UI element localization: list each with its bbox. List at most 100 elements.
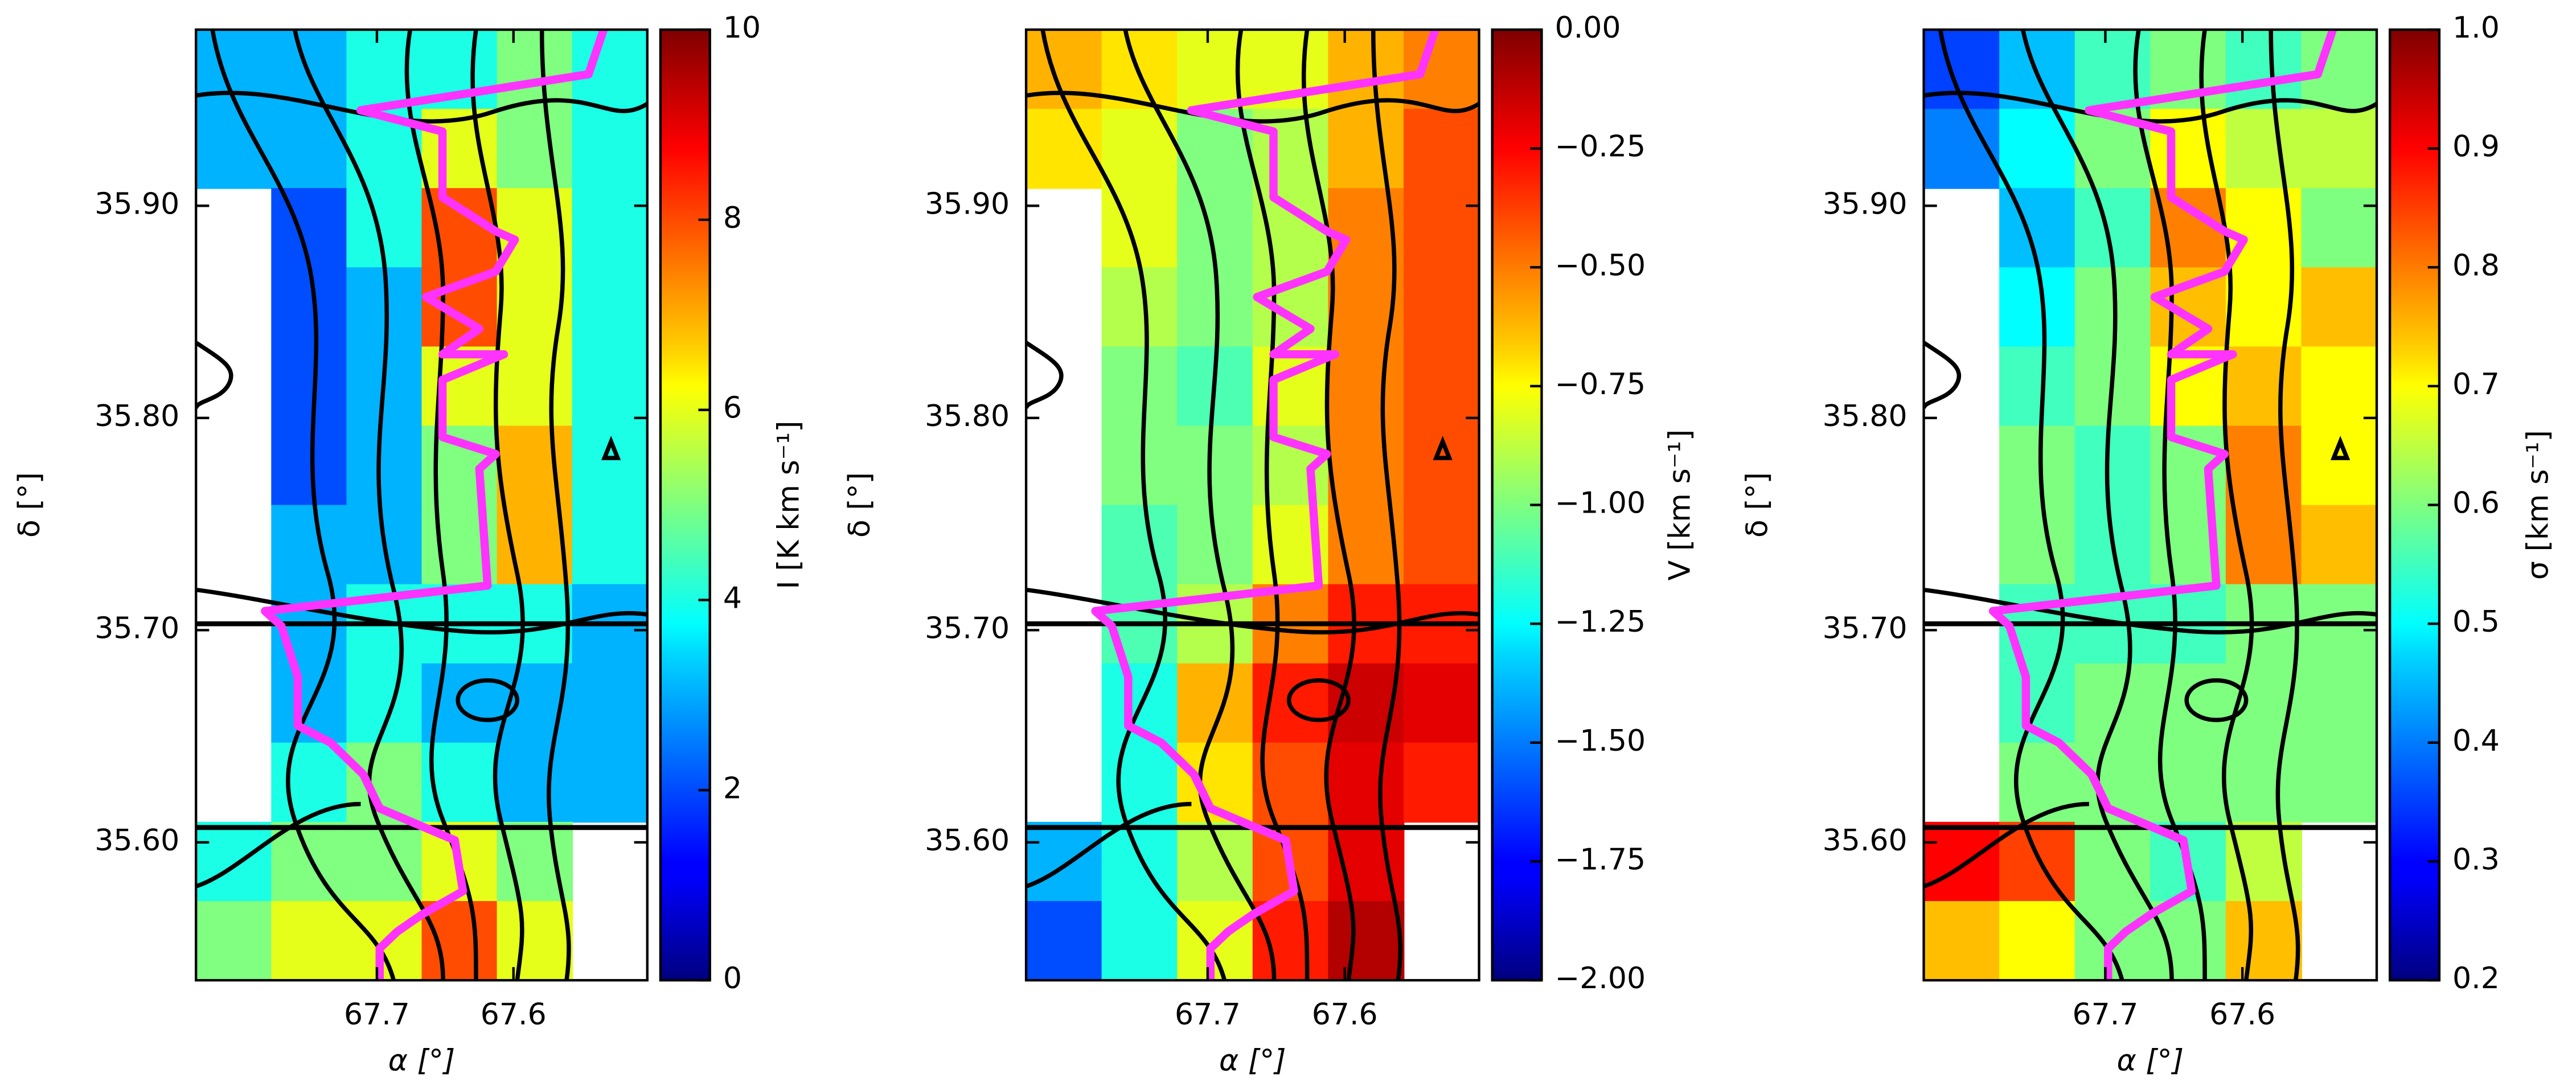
heatmap-cell bbox=[1026, 901, 1103, 981]
heatmap-cell bbox=[1999, 346, 2076, 427]
axes-frame bbox=[1922, 28, 2378, 982]
colorbar-tick-label: −1.25 bbox=[1555, 605, 1646, 639]
y-tick-label: 35.60 bbox=[925, 824, 1010, 858]
heatmap-cell bbox=[271, 821, 347, 902]
colorbar-tick-label: 2 bbox=[723, 771, 742, 805]
spine-line bbox=[261, 30, 608, 981]
heatmap-cell bbox=[1403, 30, 1479, 110]
heatmap-cell bbox=[2301, 109, 2377, 189]
colorbar-tick-label: −0.50 bbox=[1555, 248, 1646, 283]
heatmap-cell bbox=[2225, 346, 2302, 427]
heatmap-cell bbox=[1403, 267, 1479, 347]
y-tick-label: 35.90 bbox=[1823, 187, 1908, 221]
heatmap-cell bbox=[1403, 663, 1479, 744]
y-tick-label: 35.90 bbox=[95, 187, 179, 221]
heatmap-cell bbox=[1999, 267, 2076, 347]
colorbar-tick-label: 0.3 bbox=[2452, 842, 2500, 877]
y-tick-label: 35.60 bbox=[1823, 824, 1908, 858]
heatmap-cell bbox=[2225, 425, 2302, 506]
heatmap-cell bbox=[1403, 346, 1479, 427]
x-tick-label: 67.7 bbox=[344, 998, 410, 1032]
heatmap-cell bbox=[497, 742, 573, 823]
colorbar-tick-label: 1.0 bbox=[2452, 11, 2500, 45]
x-axis-label: α [°] bbox=[388, 1044, 456, 1078]
plot-area bbox=[1026, 30, 1479, 981]
x-tick-label: 67.6 bbox=[481, 998, 547, 1032]
heatmap-cell bbox=[271, 346, 347, 427]
colorbar-tick-label: 0.2 bbox=[2452, 961, 2500, 996]
heatmap-cell bbox=[1101, 267, 1178, 347]
heatmap-cell bbox=[1177, 425, 1254, 506]
heatmap-cell bbox=[2225, 109, 2302, 189]
heatmap-cell bbox=[1999, 742, 2076, 823]
heatmap-cell bbox=[271, 742, 347, 823]
heatmap-cell bbox=[346, 425, 423, 506]
heatmap-cell bbox=[1252, 901, 1329, 981]
colorbar-tick-label: 6 bbox=[723, 391, 742, 425]
heatmap-cell bbox=[1999, 425, 2076, 506]
heatmap-cell bbox=[2301, 267, 2377, 347]
plot-area bbox=[1923, 30, 2377, 981]
colorbar-tick-label: 10 bbox=[723, 11, 761, 45]
y-tick-label: 35.80 bbox=[925, 399, 1010, 433]
y-axis-label: δ [°] bbox=[13, 472, 47, 538]
heatmap-cell bbox=[271, 505, 347, 586]
heatmap-cell bbox=[1999, 109, 2076, 189]
heatmap-cell bbox=[1999, 901, 2076, 981]
heatmap-cell bbox=[1101, 425, 1178, 506]
axes-frame bbox=[1024, 28, 1480, 982]
heatmap-cell bbox=[572, 267, 647, 347]
colorbar-tick-label: 0.7 bbox=[2452, 367, 2500, 402]
heatmap-cell bbox=[2225, 742, 2302, 823]
colorbar-tick-label: 0.9 bbox=[2452, 130, 2500, 164]
colorbar-tick-label: 0.00 bbox=[1555, 11, 1621, 45]
heatmap-cell bbox=[2301, 346, 2377, 427]
heatmap-cell bbox=[572, 346, 647, 427]
heatmap-cell bbox=[1101, 346, 1178, 427]
colorbar-tick-label: 0.5 bbox=[2452, 605, 2500, 639]
heatmap-cell bbox=[572, 425, 647, 506]
heatmap-cell bbox=[572, 663, 647, 744]
heatmap-cell bbox=[2301, 663, 2377, 744]
heatmap-cell bbox=[1101, 742, 1178, 823]
heatmap-cell bbox=[572, 30, 647, 110]
heatmap-cell bbox=[1999, 188, 2076, 268]
heatmap-cell bbox=[572, 505, 647, 586]
x-tick-label: 67.6 bbox=[2209, 998, 2275, 1032]
heatmap-cell bbox=[1403, 742, 1479, 823]
heatmap-cell bbox=[497, 109, 573, 189]
y-tick-label: 35.80 bbox=[95, 399, 179, 433]
heatmap-cell bbox=[2301, 188, 2377, 268]
heatmap-cell bbox=[497, 425, 573, 506]
heatmap-cell bbox=[1999, 505, 2076, 586]
heatmap-cell bbox=[1999, 821, 2076, 902]
heatmap-cell bbox=[2301, 742, 2377, 823]
y-tick-label: 35.70 bbox=[95, 611, 179, 645]
colorbar-tick-label: 0.4 bbox=[2452, 724, 2500, 758]
colorbar-label: V [km s⁻¹] bbox=[1663, 429, 1697, 581]
colorbar-tick-label: −0.75 bbox=[1555, 367, 1646, 402]
colorbar-tick-label: −1.00 bbox=[1555, 486, 1646, 521]
heatmap-cell bbox=[196, 901, 272, 981]
colorbar-tick-label: −1.75 bbox=[1555, 842, 1646, 877]
heatmap-cell bbox=[1923, 901, 2000, 981]
axes-frame bbox=[195, 28, 649, 982]
x-tick-label: 67.6 bbox=[1312, 998, 1378, 1032]
heatmap-cell bbox=[1328, 109, 1405, 189]
x-tick-label: 67.7 bbox=[1175, 998, 1241, 1032]
y-tick-label: 35.80 bbox=[1823, 399, 1908, 433]
colorbar-label: I [K km s⁻¹] bbox=[772, 421, 806, 589]
heatmap-cell bbox=[1101, 505, 1178, 586]
colorbar-tick-label: 0 bbox=[723, 961, 742, 996]
y-tick-label: 35.70 bbox=[925, 611, 1010, 645]
heatmap-cell bbox=[572, 742, 647, 823]
heatmap-cell bbox=[271, 267, 347, 347]
colorbar-tick-label: −2.00 bbox=[1555, 961, 1646, 996]
colorbar bbox=[659, 28, 711, 982]
heatmap-cell bbox=[1328, 425, 1405, 506]
x-axis-label: α [°] bbox=[2117, 1044, 2184, 1078]
y-axis-label: δ [°] bbox=[1740, 472, 1774, 538]
heatmap-cell bbox=[1403, 505, 1479, 586]
heatmap-cell bbox=[2225, 30, 2302, 110]
